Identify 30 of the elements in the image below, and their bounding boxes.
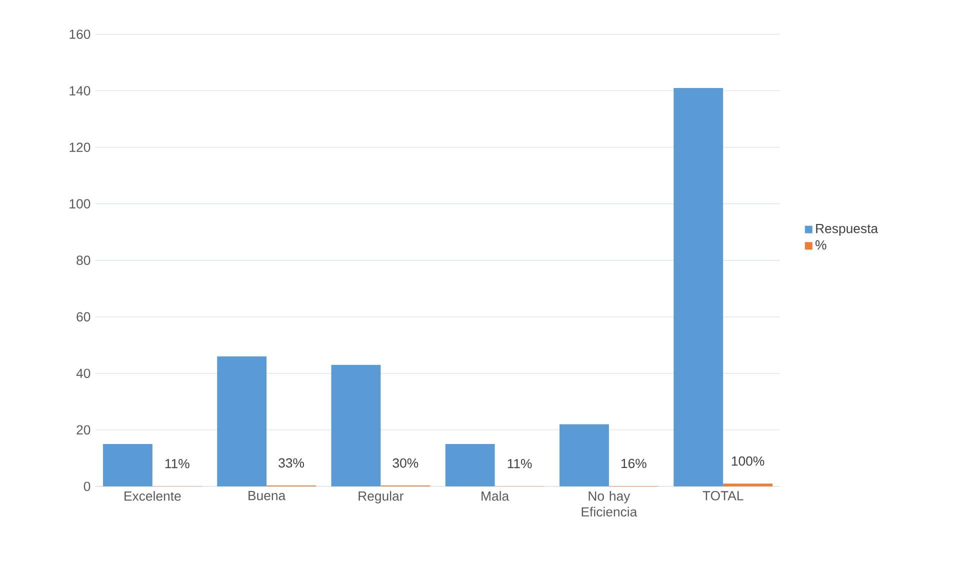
- bar: [331, 364, 381, 486]
- y-tick-label: 100: [70, 198, 90, 208]
- data-label: 33%: [278, 458, 304, 468]
- y-tick-label: 60: [76, 312, 90, 322]
- y-tick-label: 40: [76, 368, 90, 378]
- y-tick-label: 0: [84, 482, 90, 491]
- bar: [445, 444, 495, 486]
- x-tick-label: TOTAL: [702, 490, 744, 500]
- bar: [102, 444, 152, 486]
- y-tick-label: 140: [70, 86, 90, 96]
- bar: [674, 88, 724, 486]
- y-tick-label: 160: [70, 29, 90, 39]
- legend-label: Respuesta: [816, 224, 878, 236]
- x-tick-label: Excelente: [124, 490, 181, 501]
- legend-label: %: [816, 240, 826, 250]
- x-tick-label: Buena: [248, 490, 286, 500]
- bar: [723, 483, 773, 486]
- x-tick-label: No hay Eficiencia: [582, 490, 638, 516]
- data-label: 100%: [732, 456, 764, 466]
- y-tick-label: 20: [76, 425, 90, 434]
- x-tick-label: Regular: [358, 490, 404, 504]
- bar: [217, 356, 267, 486]
- y-tick-label: 80: [76, 255, 90, 265]
- data-label: 11%: [165, 458, 190, 468]
- bar: [560, 424, 609, 486]
- x-tick-label: Mala: [482, 490, 510, 501]
- data-label: 30%: [392, 458, 418, 468]
- data-label: 11%: [508, 458, 532, 468]
- y-tick-label: 120: [70, 142, 90, 152]
- data-label: 16%: [621, 458, 646, 468]
